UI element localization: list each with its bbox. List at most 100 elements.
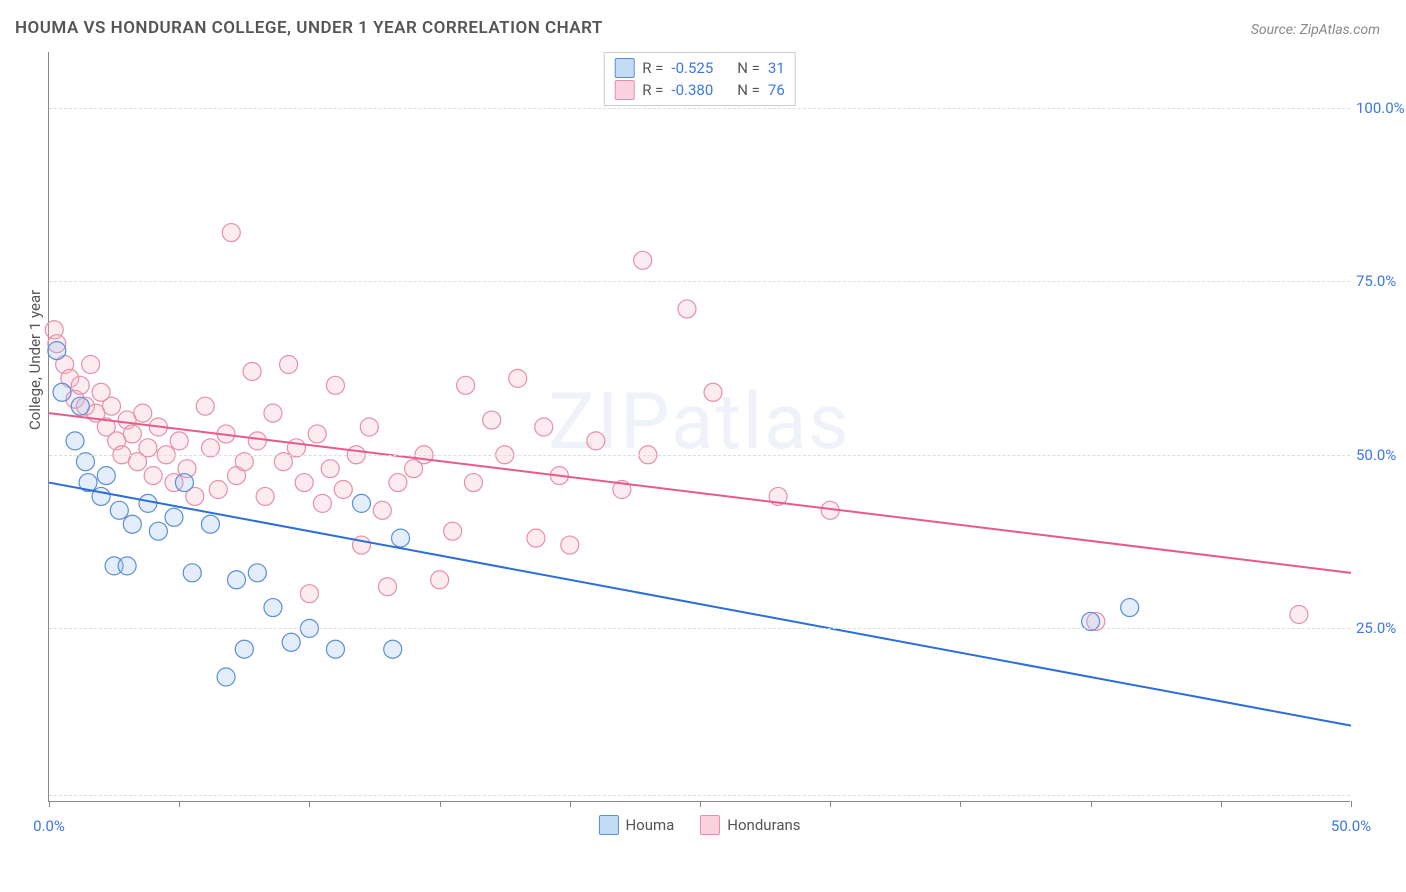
x-tick	[440, 801, 441, 807]
gridline	[49, 628, 1350, 629]
data-point	[352, 494, 370, 512]
data-point	[704, 383, 722, 401]
data-point	[149, 522, 167, 540]
chart-title: HOUMA VS HONDURAN COLLEGE, UNDER 1 YEAR …	[15, 18, 603, 38]
data-point	[139, 494, 157, 512]
data-point	[326, 640, 344, 658]
x-tick-label: 50.0%	[1331, 817, 1371, 835]
data-point	[379, 578, 397, 596]
data-point	[509, 369, 527, 387]
legend-swatch-hondurans	[614, 80, 634, 100]
data-point	[527, 529, 545, 547]
data-point	[123, 515, 141, 533]
x-tick	[179, 801, 180, 807]
data-point	[308, 425, 326, 443]
data-point	[227, 571, 245, 589]
data-point	[102, 397, 120, 415]
y-tick-label: 50.0%	[1356, 446, 1406, 464]
data-point	[248, 564, 266, 582]
data-point	[1290, 606, 1308, 624]
data-point	[53, 383, 71, 401]
data-point	[392, 529, 410, 547]
data-point	[678, 300, 696, 318]
x-tick-label: 0.0%	[33, 817, 65, 835]
gridline	[49, 281, 1350, 282]
data-point	[264, 404, 282, 422]
data-point	[326, 376, 344, 394]
data-point	[360, 418, 378, 436]
gridline	[49, 795, 1350, 796]
y-tick-label: 100.0%	[1356, 99, 1406, 117]
trend-line	[49, 483, 1351, 726]
data-point	[243, 362, 261, 380]
legend-row: R = -0.380 N = 76	[614, 79, 785, 101]
legend-row: R = -0.525 N = 31	[614, 57, 785, 79]
x-tick	[960, 801, 961, 807]
x-tick	[1351, 801, 1352, 807]
legend-n-label: N =	[737, 59, 760, 77]
legend-r-value: -0.380	[671, 81, 713, 99]
data-point	[561, 536, 579, 554]
legend-correlation: R = -0.525 N = 31 R = -0.380 N = 76	[603, 52, 796, 106]
data-point	[282, 633, 300, 651]
data-point	[165, 508, 183, 526]
data-point	[235, 640, 253, 658]
legend-n-label: N =	[737, 81, 760, 99]
data-point	[110, 501, 128, 519]
data-point	[1121, 599, 1139, 617]
data-point	[175, 474, 193, 492]
y-tick-label: 25.0%	[1356, 619, 1406, 637]
data-point	[170, 432, 188, 450]
data-point	[334, 481, 352, 499]
data-point	[48, 342, 66, 360]
data-point	[321, 460, 339, 478]
data-point	[587, 432, 605, 450]
plot-area: ZIPatlas R = -0.525 N = 31 R = -0.380 N …	[48, 52, 1350, 802]
data-point	[209, 481, 227, 499]
x-tick	[1091, 801, 1092, 807]
data-point	[66, 432, 84, 450]
x-tick	[1221, 801, 1222, 807]
data-point	[97, 467, 115, 485]
data-point	[217, 668, 235, 686]
data-point	[134, 404, 152, 422]
x-tick	[49, 801, 50, 807]
data-point	[634, 251, 652, 269]
legend-swatch-houma	[614, 58, 634, 78]
legend-swatch-houma	[598, 815, 618, 835]
legend-series: Houma Hondurans	[598, 815, 800, 835]
chart-container: HOUMA VS HONDURAN COLLEGE, UNDER 1 YEAR …	[0, 0, 1406, 892]
legend-swatch-hondurans	[700, 815, 720, 835]
y-tick-label: 75.0%	[1356, 272, 1406, 290]
data-point	[464, 474, 482, 492]
data-point	[256, 487, 274, 505]
data-point	[280, 356, 298, 374]
gridline	[49, 455, 1350, 456]
data-point	[71, 376, 89, 394]
data-point	[295, 474, 313, 492]
data-point	[313, 494, 331, 512]
legend-n-value: 76	[768, 81, 785, 99]
data-point	[144, 467, 162, 485]
x-tick	[700, 801, 701, 807]
data-point	[201, 515, 219, 533]
gridline	[49, 108, 1350, 109]
data-point	[82, 356, 100, 374]
data-point	[389, 474, 407, 492]
x-tick	[830, 801, 831, 807]
data-point	[373, 501, 391, 519]
data-point	[384, 640, 402, 658]
data-point	[300, 585, 318, 603]
data-point	[535, 418, 553, 436]
data-point	[222, 224, 240, 242]
legend-item-houma: Houma	[598, 815, 674, 835]
data-point	[71, 397, 89, 415]
legend-item-hondurans: Hondurans	[700, 815, 800, 835]
legend-label: Hondurans	[727, 816, 800, 834]
data-point	[431, 571, 449, 589]
trend-line	[49, 413, 1351, 573]
data-point	[483, 411, 501, 429]
source-attribution: Source: ZipAtlas.com	[1251, 22, 1380, 38]
legend-r-value: -0.525	[671, 59, 713, 77]
data-point	[444, 522, 462, 540]
